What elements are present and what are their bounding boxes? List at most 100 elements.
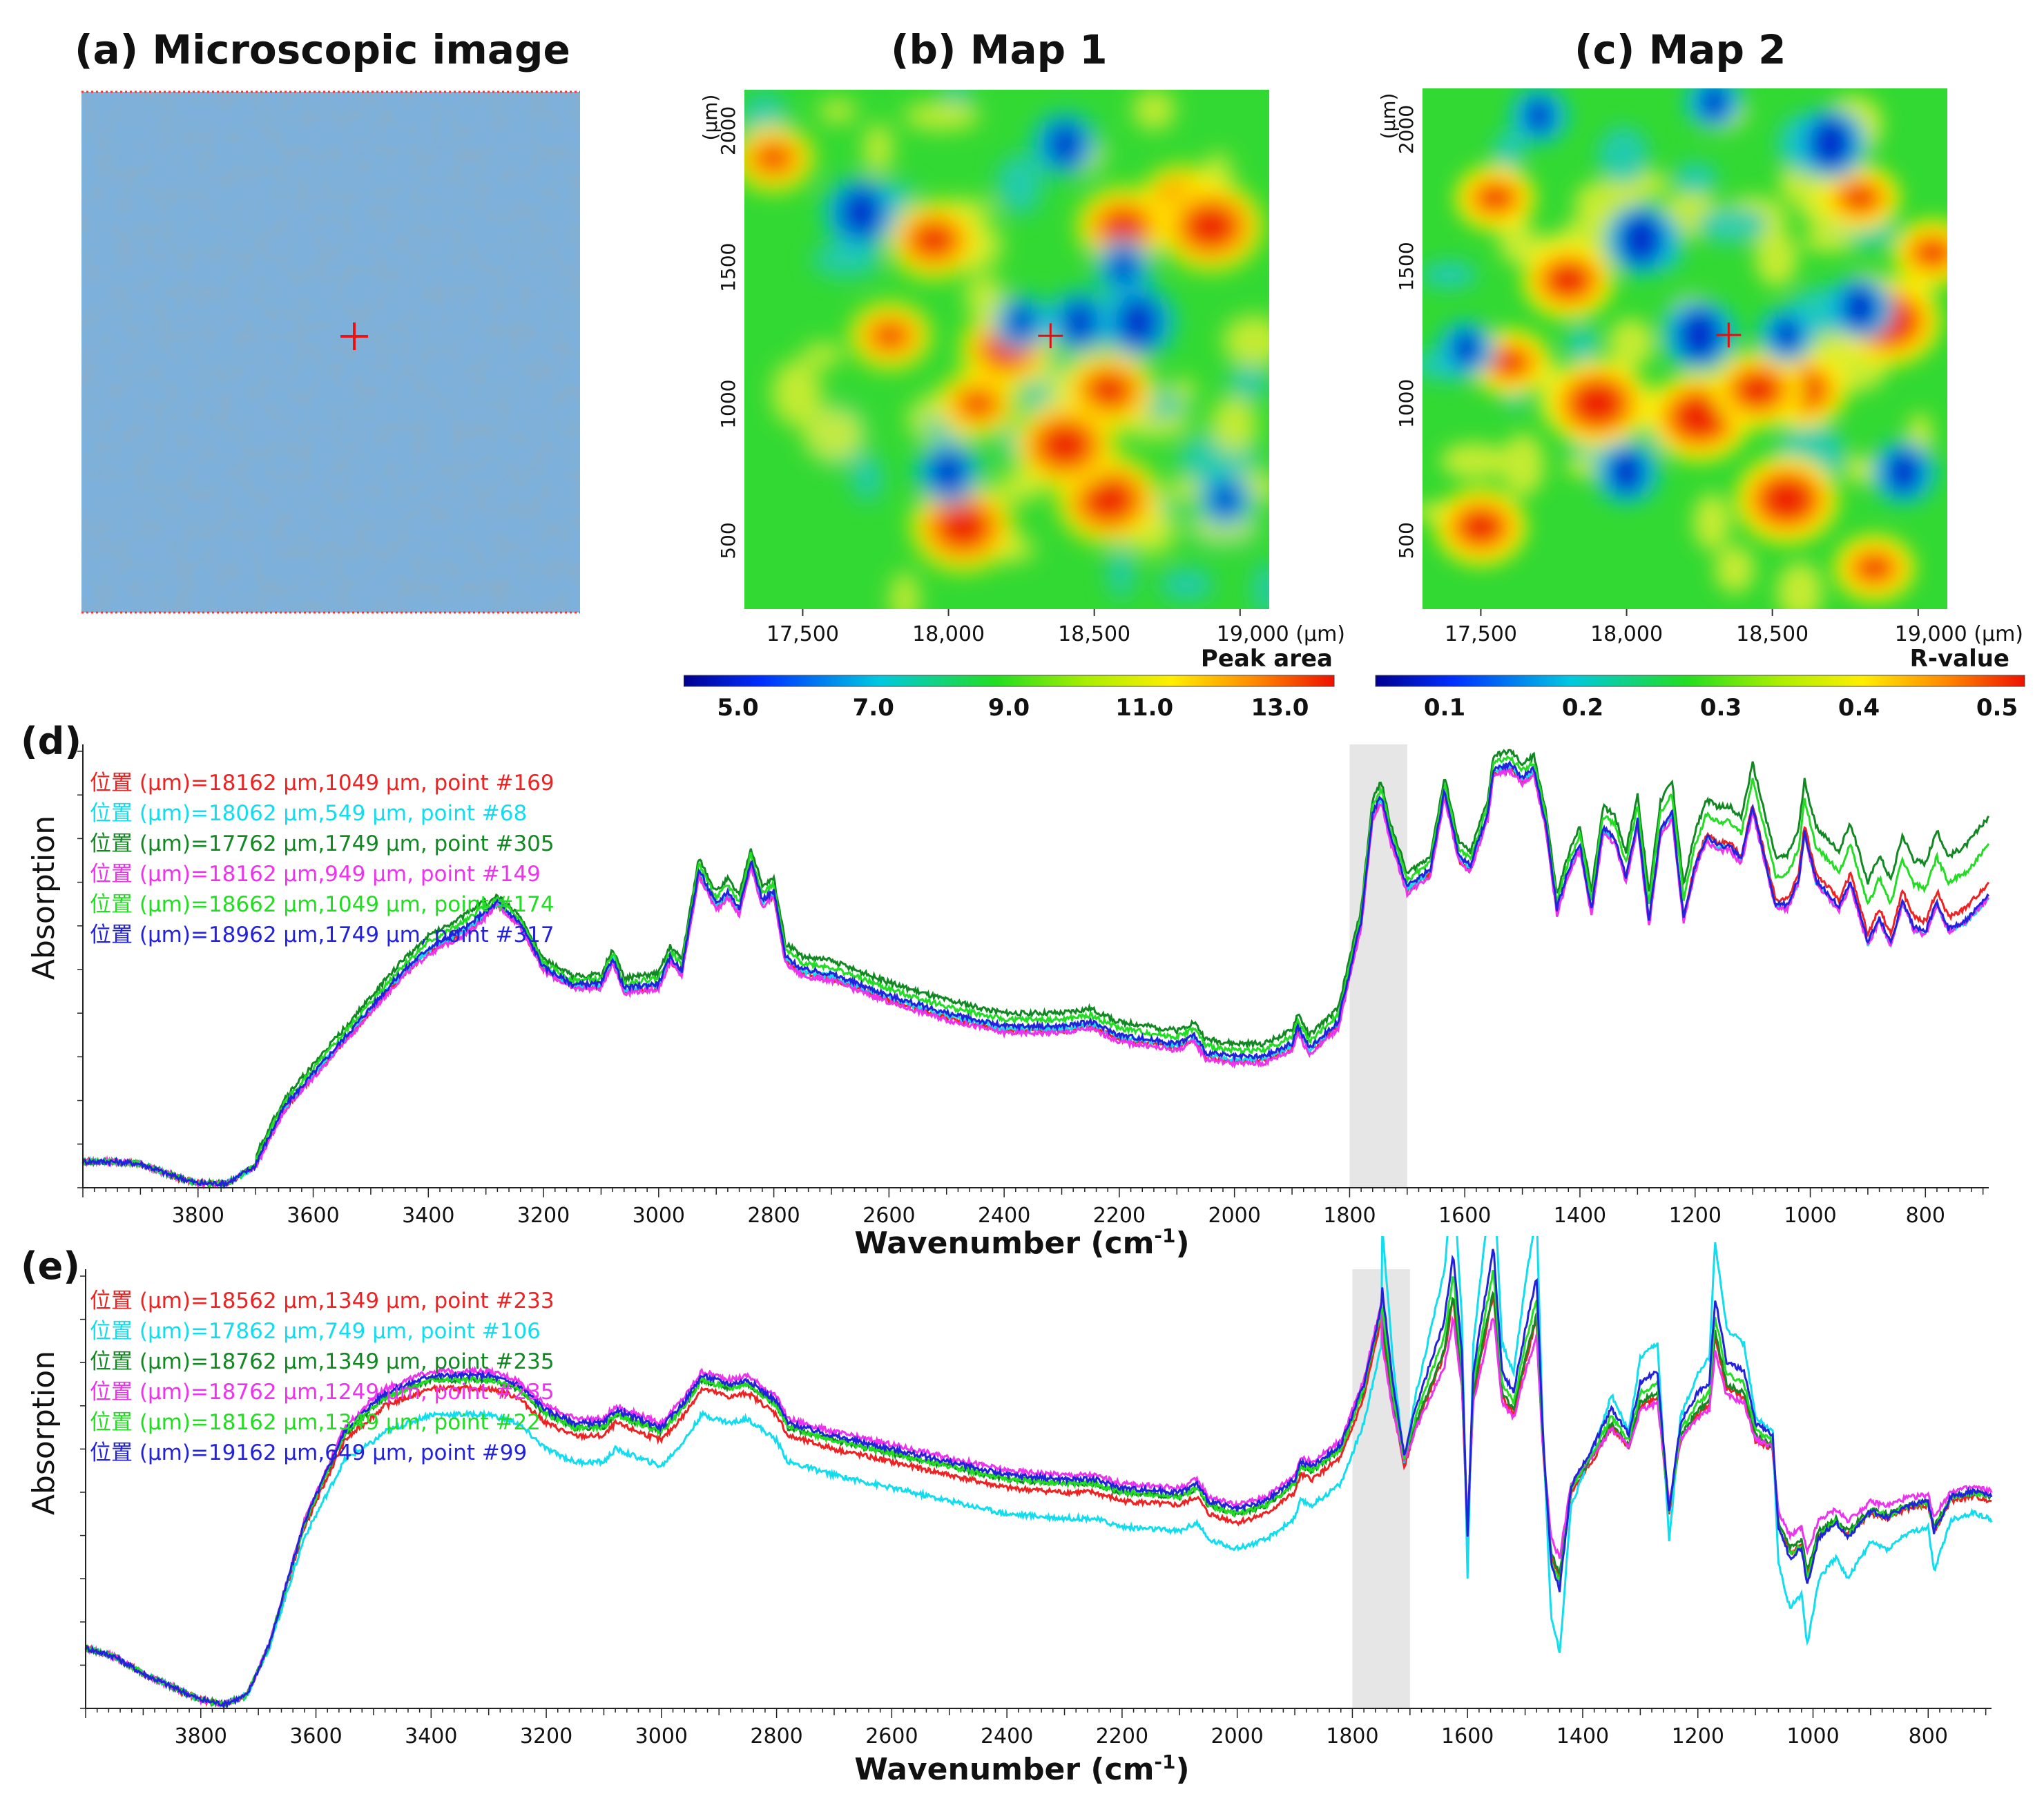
e-xtick-label: 2600 xyxy=(865,1724,918,1748)
map1-texture-blob xyxy=(802,343,843,367)
map1-hotspot-core xyxy=(1184,204,1237,249)
d-xtick-label: 3000 xyxy=(633,1204,685,1228)
map2-colorbar-tick: 0.4 xyxy=(1838,694,1880,722)
map1-hotspot-core xyxy=(936,505,990,550)
panel-a-title: (a) Microscopic image xyxy=(75,26,570,73)
map2-texture-blob xyxy=(1802,229,1856,253)
e-series-line xyxy=(84,1248,1993,1710)
e-xtick-label: 3400 xyxy=(405,1724,457,1748)
map1-ytick-label: 2000 xyxy=(717,106,740,155)
map2-colorbar-tick: 0.2 xyxy=(1562,694,1603,722)
spectra-d-chart: (d) Absorption 3800 3600 3400 3200 3000 2800 2… xyxy=(21,720,1990,1261)
map1-texture-blob xyxy=(1211,396,1257,454)
e-xtick-label: 2000 xyxy=(1211,1724,1263,1748)
map2-texture-blob xyxy=(1845,454,1874,485)
d-legend-entry: 位置 (μm)=18162 μm,1049 μm, point #169 xyxy=(90,771,555,796)
map2-texture-blob xyxy=(1755,229,1798,287)
map2-coldspot xyxy=(1677,309,1722,362)
map1-ytick-label: 1000 xyxy=(717,380,740,429)
map2-texture-blob xyxy=(1608,318,1655,369)
map1-texture-blob xyxy=(1228,365,1269,400)
e-legend-entry: 位置 (μm)=18762 μm,1249 μm, point #235 xyxy=(90,1380,555,1405)
map2-coldspot xyxy=(1809,117,1853,170)
map1-colorbar-label: Peak area xyxy=(1201,645,1333,673)
e-legend-entry: 位置 (μm)=18162 μm,1349 μm, point #22 xyxy=(90,1410,541,1435)
map1-hotspot-core xyxy=(1088,374,1130,407)
map1-xtick-label: 18,500 xyxy=(1058,622,1130,646)
map2-hotspot-core xyxy=(1859,557,1890,579)
d-highlight-band xyxy=(1349,744,1407,1188)
map2-ytick-label: 500 xyxy=(1395,522,1418,559)
microscopic-image xyxy=(81,90,580,614)
map1-colorbar-tick: 7.0 xyxy=(853,694,894,722)
panel-c-title: (c) Map 2 xyxy=(1574,26,1786,73)
micro-texture xyxy=(81,92,580,613)
map1-colorbar xyxy=(684,675,1335,687)
map1-crosshair-icon xyxy=(1038,323,1063,349)
map2-colorbar-tick: 0.3 xyxy=(1700,694,1742,722)
map2-texture-blob xyxy=(1673,162,1718,195)
map2-hotspot-core xyxy=(1737,373,1779,407)
d-series-line xyxy=(82,764,1990,1190)
map2-texture-blob xyxy=(1492,130,1525,172)
e-xtick-label: 2200 xyxy=(1096,1724,1148,1748)
map1-texture-blob xyxy=(1041,369,1068,398)
map2-hotspot-core xyxy=(1673,395,1726,440)
d-xtick-label: 1800 xyxy=(1323,1204,1376,1228)
d-xtick-label: 2800 xyxy=(747,1204,800,1228)
spectra-e-ylabel: Absorption xyxy=(26,1351,61,1515)
map1-colorbar-tick: 11.0 xyxy=(1115,694,1173,722)
d-xtick-label: 3400 xyxy=(402,1204,454,1228)
map1-texture-blob xyxy=(996,471,1044,503)
map1-xtick-label: 18,000 xyxy=(912,622,985,646)
map1-coldspot xyxy=(930,450,967,495)
panel-e-label: (e) xyxy=(21,1244,80,1288)
map1-coldspot xyxy=(1109,249,1137,286)
e-legend-entry: 位置 (μm)=18762 μm,1349 μm, point #235 xyxy=(90,1349,555,1374)
map1-coldspot xyxy=(1211,481,1240,518)
d-xtick-label: 3800 xyxy=(172,1204,224,1228)
map1-texture-blob xyxy=(811,242,882,278)
map1-chart: (μm) 17,500 18,000 18,500 19,000 (μm) 500 10… xyxy=(684,90,1345,722)
map2-xtick-label: 17,500 xyxy=(1445,622,1517,646)
map1-texture-blob xyxy=(890,571,919,609)
map1-ytick-label: 1500 xyxy=(717,243,740,292)
map2-hotspot-core xyxy=(1844,186,1876,209)
e-xtick-label: 1000 xyxy=(1786,1724,1839,1748)
d-series-line xyxy=(82,749,1990,1189)
map2-texture-blob xyxy=(1714,545,1755,593)
map2-texture-blob xyxy=(1598,126,1649,185)
map2-texture-blob xyxy=(1696,206,1768,244)
map2-texture-blob xyxy=(1423,260,1477,289)
e-xtick-label: 3000 xyxy=(635,1724,688,1748)
d-xtick-label: 1200 xyxy=(1669,1204,1722,1228)
map1-texture-blob xyxy=(1159,568,1214,601)
map2-hotspot-core xyxy=(1760,477,1813,522)
spectra-e-xlabel: Wavenumber (cm-1) xyxy=(854,1751,1189,1788)
map1-colorbar-tick: 13.0 xyxy=(1251,694,1309,722)
map1-texture-blob xyxy=(996,154,1043,215)
d-xtick-label: 1000 xyxy=(1784,1204,1836,1228)
map1-texture-blob xyxy=(903,102,981,131)
map2-coldspot xyxy=(1452,331,1481,367)
map1-texture-blob xyxy=(771,360,822,426)
map2-y-unit: (μm) xyxy=(1377,93,1400,139)
map2-hotspot-core xyxy=(1460,510,1502,543)
d-xtick-label: 2000 xyxy=(1208,1204,1260,1228)
map2-coldspot xyxy=(1885,450,1922,494)
e-xtick-label: 3800 xyxy=(175,1724,227,1748)
map2-coldspot xyxy=(1619,213,1664,266)
map2-coldspot xyxy=(1700,88,1728,120)
e-legend-entry: 位置 (μm)=17862 μm,749 μm, point #106 xyxy=(90,1319,541,1344)
map2-colorbar xyxy=(1375,675,2025,687)
d-series-line xyxy=(81,768,1990,1190)
map1-hotspot-core xyxy=(1082,477,1135,522)
map2-hotspot-core xyxy=(1494,351,1525,374)
d-xtick-label: 2600 xyxy=(862,1204,915,1228)
map1-texture-blob xyxy=(863,123,893,175)
e-xtick-label: 3200 xyxy=(520,1724,572,1748)
map2-ytick-label: 1500 xyxy=(1395,242,1418,291)
map1-texture-blob xyxy=(1169,378,1197,402)
e-xtick-label: 1800 xyxy=(1326,1724,1378,1748)
e-xtick-label: 1400 xyxy=(1556,1724,1609,1748)
